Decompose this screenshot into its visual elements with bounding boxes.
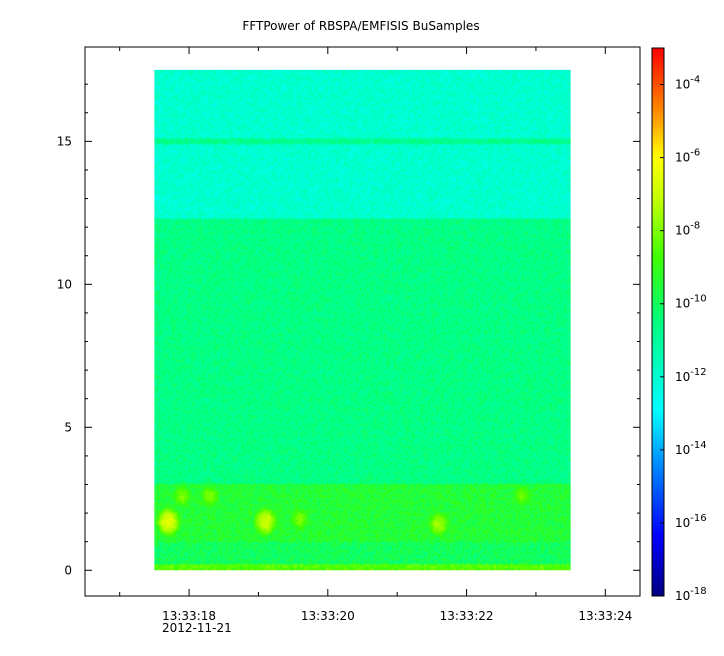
- colorbar-tick-label: 10-8: [675, 221, 700, 238]
- y-axis: 0 5 10 15: [57, 83, 640, 577]
- x-axis-date-label: 2012-11-21: [162, 621, 232, 635]
- colorbar-tick-label: 10-12: [675, 367, 707, 384]
- y-tick-label: 15: [57, 134, 72, 148]
- y-tick-label: 0: [64, 563, 72, 577]
- colorbar-tick-label: 10-18: [675, 586, 707, 603]
- colorbar-tick-label: 10-14: [675, 440, 707, 457]
- y-tick-label: 10: [57, 277, 72, 291]
- colorbar-tick-label: 10-16: [675, 513, 707, 530]
- colorbar: [651, 47, 665, 597]
- x-tick-label: 13:33:20: [301, 609, 355, 623]
- x-tick-label: 13:33:24: [578, 609, 632, 623]
- colorbar-tick-label: 10-6: [675, 148, 700, 165]
- x-tick-label: 13:33:22: [440, 609, 494, 623]
- spectrogram-image: [154, 69, 571, 571]
- colorbar-axis: 10-4 10-6 10-8 10-10 10-12 10-14 10-16 10-18: [660, 75, 707, 603]
- colorbar-tick-label: 10-10: [675, 294, 707, 311]
- y-tick-label: 5: [64, 420, 72, 434]
- x-tick-label: 13:33:18: [162, 609, 216, 623]
- chart-title: FFTPower of RBSPA/EMFISIS BuSamples: [242, 19, 479, 33]
- spectrogram-data: [154, 69, 571, 571]
- x-axis: 13:33:18 13:33:20 13:33:22 13:33:24: [119, 47, 632, 623]
- colorbar-tick-label: 10-4: [675, 75, 700, 92]
